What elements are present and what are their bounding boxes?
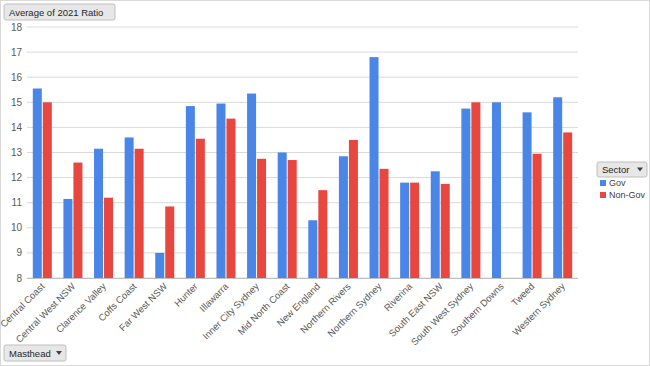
bar — [339, 156, 348, 278]
bar — [125, 137, 134, 278]
chart-frame — [1, 1, 650, 366]
masthead-filter: Masthead — [9, 348, 51, 359]
x-tick-label: Inner City Sydney — [200, 280, 261, 341]
title-button[interactable] — [4, 4, 115, 20]
legend-label: Gov — [609, 178, 626, 188]
x-tick-label: Southern Downs — [448, 280, 506, 338]
bar — [471, 102, 480, 278]
x-tick-label: South East NSW — [386, 281, 444, 339]
bar — [431, 171, 440, 278]
bar — [380, 169, 389, 278]
bar — [247, 94, 256, 278]
bar — [318, 190, 327, 278]
bar — [226, 119, 235, 278]
bar — [461, 109, 470, 278]
bar — [370, 57, 379, 278]
bar — [400, 183, 409, 278]
dropdown-arrow — [56, 351, 62, 355]
bar — [196, 139, 205, 278]
bar — [553, 97, 562, 278]
bar — [104, 198, 113, 278]
bar — [288, 160, 297, 278]
masthead-filter-button[interactable] — [4, 345, 66, 361]
bar — [278, 153, 287, 279]
bar — [135, 149, 144, 278]
bar — [165, 206, 174, 278]
bars — [33, 57, 572, 278]
y-tick-label: 18 — [11, 22, 23, 33]
y-tick-label: 8 — [16, 273, 22, 284]
x-tick-label: Tweed — [509, 281, 537, 309]
bar — [441, 184, 450, 278]
grid-line — [27, 77, 578, 78]
bar — [73, 163, 82, 278]
grid-line — [27, 52, 578, 53]
y-tick-label: 17 — [11, 47, 23, 58]
bar — [523, 112, 532, 278]
grid-line — [27, 27, 578, 28]
y-tick-label: 13 — [11, 147, 23, 158]
bar — [410, 183, 419, 278]
bar — [155, 253, 164, 278]
x-tick-label: Northern Rivers — [298, 280, 353, 335]
legend-swatch — [600, 192, 606, 198]
bar — [533, 154, 542, 278]
x-tick-label: Western Sydney — [510, 280, 567, 337]
title: Average of 2021 Ratio — [9, 7, 103, 18]
bar — [94, 149, 103, 278]
bar — [43, 102, 52, 278]
y-tick-label: 15 — [11, 97, 23, 108]
y-tick-label: 9 — [16, 247, 22, 258]
bar — [349, 140, 358, 278]
y-tick-label: 12 — [11, 172, 23, 183]
legend-label: Non-Gov — [609, 190, 646, 200]
dropdown-arrow — [637, 168, 643, 172]
x-tick-label: Hunter — [172, 281, 200, 309]
legend-title: Sector — [602, 164, 629, 175]
y-tick-label: 11 — [12, 197, 23, 208]
y-tick-label: 14 — [11, 122, 23, 133]
x-tick-label: Mid North Coast — [235, 280, 292, 337]
bar — [308, 220, 317, 278]
x-axis — [27, 278, 578, 279]
bar — [257, 159, 266, 278]
legend-swatch — [600, 180, 606, 186]
y-tick-label: 10 — [11, 222, 23, 233]
bar — [63, 199, 72, 278]
bar — [186, 106, 195, 278]
x-tick-label: Northern Sydney — [325, 280, 383, 338]
legend-title-button[interactable] — [597, 162, 647, 177]
bar — [492, 102, 501, 278]
chart: 89101112131415161718Central CoastCentral… — [0, 0, 650, 366]
x-tick-label: Clarence Valley — [54, 280, 109, 335]
bar — [563, 132, 572, 278]
bar — [216, 104, 225, 278]
bar — [33, 88, 42, 278]
y-tick-label: 16 — [11, 72, 23, 83]
x-tick-label: Far West NSW — [117, 281, 169, 333]
